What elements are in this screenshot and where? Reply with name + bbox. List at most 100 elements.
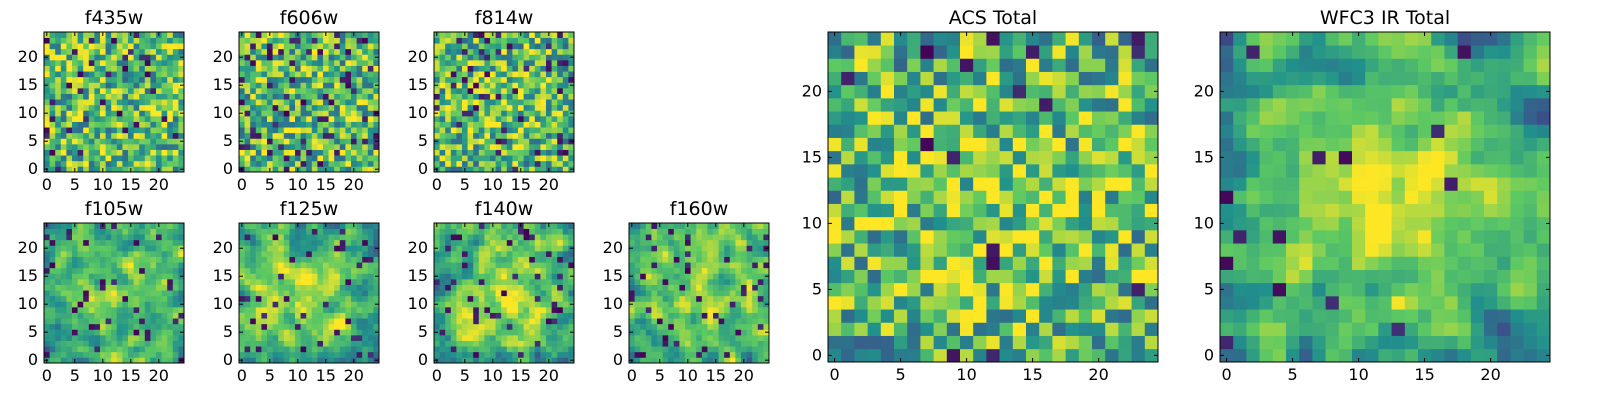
heatmap-cell xyxy=(83,54,90,61)
heatmap-cell xyxy=(172,166,179,173)
heatmap-cell xyxy=(841,322,855,336)
heatmap-cell xyxy=(83,279,90,285)
heatmap-cell xyxy=(278,290,285,297)
heatmap-cell xyxy=(718,251,725,257)
heatmap-cell xyxy=(640,251,647,257)
heatmap-cell xyxy=(495,127,502,134)
heatmap-cell xyxy=(529,251,536,257)
heatmap-cell xyxy=(328,155,335,162)
heatmap-cell xyxy=(133,54,140,61)
heatmap-cell xyxy=(540,273,547,280)
heatmap-cell xyxy=(116,54,123,61)
heatmap-cell xyxy=(1026,348,1040,363)
heatmap-cell xyxy=(467,166,474,173)
heatmap-cell xyxy=(100,60,106,66)
heatmap-cell xyxy=(77,116,84,122)
heatmap-cell xyxy=(557,88,564,94)
heatmap-cell xyxy=(55,138,62,145)
heatmap-cell xyxy=(373,48,380,55)
heatmap-cell xyxy=(367,234,374,241)
heatmap-cell xyxy=(557,284,564,291)
heatmap-cell xyxy=(741,279,747,285)
heatmap-cell xyxy=(880,230,895,244)
heatmap-cell xyxy=(529,138,536,145)
heatmap-cell xyxy=(673,307,680,313)
heatmap-cell xyxy=(244,346,251,353)
heatmap-cell xyxy=(701,234,708,241)
heatmap-cell xyxy=(345,351,352,358)
heatmap-cell xyxy=(311,267,318,274)
heatmap-cell xyxy=(283,82,290,89)
heatmap-cell xyxy=(735,318,742,325)
heatmap-cell xyxy=(77,228,84,235)
heatmap-cell xyxy=(518,121,524,128)
heatmap-cell xyxy=(1131,269,1146,284)
heatmap-cell xyxy=(362,43,369,50)
heatmap-cell xyxy=(278,351,285,358)
heatmap-cell xyxy=(295,110,301,117)
heatmap-cell xyxy=(757,312,764,319)
y-tick-label: 0 xyxy=(28,350,38,369)
heatmap-cell xyxy=(156,301,162,308)
heatmap-cell xyxy=(373,256,380,263)
heatmap-cell xyxy=(77,340,84,347)
heatmap-cell xyxy=(729,323,736,330)
heatmap-cell xyxy=(518,239,524,246)
heatmap-cell xyxy=(701,245,708,252)
heatmap-cell xyxy=(72,340,78,347)
heatmap-cell xyxy=(478,76,485,83)
x-tick-label: 0 xyxy=(237,175,247,194)
heatmap-cell xyxy=(250,65,257,72)
heatmap-cell xyxy=(373,262,380,269)
heatmap-cell xyxy=(255,234,262,241)
heatmap-cell xyxy=(673,301,680,308)
heatmap-cell xyxy=(1144,230,1159,244)
heatmap-cell xyxy=(272,48,279,55)
heatmap-cell xyxy=(317,340,324,347)
heatmap-cell xyxy=(339,357,346,364)
heatmap-cell xyxy=(83,262,90,269)
heatmap-cell xyxy=(339,284,346,291)
heatmap-cell xyxy=(562,228,569,235)
heatmap-cell xyxy=(456,116,463,122)
heatmap-cell xyxy=(523,43,530,50)
heatmap-cell xyxy=(495,228,502,235)
heatmap-cell xyxy=(512,155,519,162)
heatmap-cell xyxy=(339,323,346,330)
heatmap-cell xyxy=(60,335,67,341)
heatmap-cell xyxy=(244,239,251,246)
heatmap-cell xyxy=(462,284,468,291)
heatmap-cell xyxy=(111,301,118,308)
heatmap-cell xyxy=(88,267,95,274)
heatmap-cell xyxy=(973,335,987,350)
heatmap-cell xyxy=(328,290,335,297)
heatmap-cell xyxy=(83,37,90,44)
heatmap-cell xyxy=(77,144,84,150)
heatmap-cell xyxy=(49,234,56,241)
heatmap-cell xyxy=(255,323,262,330)
heatmap-cell xyxy=(506,65,513,72)
heatmap-cell xyxy=(150,340,157,347)
heatmap-cell xyxy=(518,65,524,72)
heatmap-cell xyxy=(434,48,440,55)
heatmap-cell xyxy=(540,160,547,167)
heatmap-cell xyxy=(490,284,496,291)
heatmap-cell xyxy=(629,239,635,246)
heatmap-cell xyxy=(1026,164,1040,178)
heatmap-cell xyxy=(534,251,541,257)
heatmap-cell xyxy=(506,99,513,106)
heatmap-cell xyxy=(289,93,296,100)
heatmap-cell xyxy=(367,273,374,280)
heatmap-cell xyxy=(161,234,168,241)
heatmap-cell xyxy=(540,284,547,291)
heatmap-cell xyxy=(718,295,725,302)
heatmap-cell xyxy=(323,340,329,347)
heatmap-cell xyxy=(44,37,50,44)
heatmap-cell xyxy=(367,88,374,94)
heatmap-cell xyxy=(439,82,446,89)
heatmap-cell xyxy=(116,290,123,297)
heatmap-cell xyxy=(490,149,496,156)
heatmap-cell xyxy=(490,329,496,336)
heatmap-cell xyxy=(261,335,268,341)
